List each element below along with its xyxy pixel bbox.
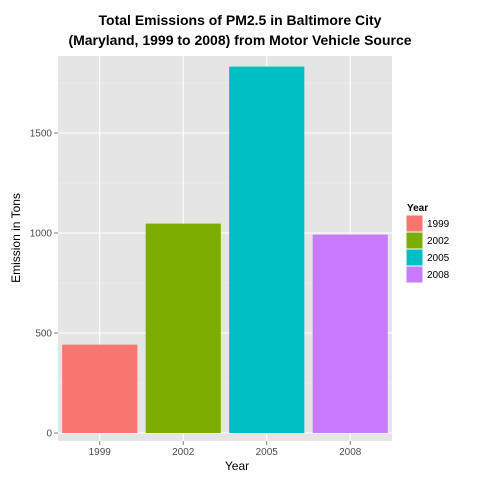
y-tick-label: 1000 bbox=[30, 229, 53, 240]
chart-title-line1: Total Emissions of PM2.5 in Baltimore Ci… bbox=[99, 12, 382, 28]
y-axis-title: Emission in Tons bbox=[9, 193, 23, 283]
chart-title-line2: (Maryland, 1999 to 2008) from Motor Vehi… bbox=[68, 32, 411, 48]
x-tick-label: 1999 bbox=[89, 447, 112, 458]
legend: Year 1999 2002 2005 2008 bbox=[405, 203, 450, 284]
legend-swatch-2005 bbox=[406, 249, 423, 266]
bar-2002 bbox=[145, 223, 221, 433]
bar-2008 bbox=[312, 234, 388, 433]
legend-title: Year bbox=[407, 203, 428, 214]
x-axis-ticks: 1999 2002 2005 2008 bbox=[89, 441, 362, 458]
bar-1999 bbox=[62, 344, 138, 433]
y-tick-label: 1500 bbox=[30, 129, 53, 140]
y-tick-label: 0 bbox=[46, 429, 52, 440]
legend-label-2002: 2002 bbox=[427, 236, 450, 247]
x-axis-title: Year bbox=[225, 459, 249, 473]
legend-swatch-1999 bbox=[406, 215, 423, 232]
y-tick-label: 500 bbox=[35, 329, 52, 340]
legend-swatch-2002 bbox=[406, 232, 423, 249]
legend-label-1999: 1999 bbox=[427, 219, 450, 230]
bars bbox=[62, 66, 388, 433]
y-axis-ticks: 0 500 1000 1500 bbox=[30, 129, 58, 440]
x-tick-label: 2008 bbox=[339, 447, 362, 458]
legend-label-2005: 2005 bbox=[427, 253, 450, 264]
bar-2005 bbox=[229, 66, 305, 433]
x-tick-label: 2002 bbox=[172, 447, 195, 458]
legend-label-2008: 2008 bbox=[427, 270, 450, 281]
legend-swatch-2008 bbox=[406, 266, 423, 283]
x-tick-label: 2005 bbox=[256, 447, 279, 458]
